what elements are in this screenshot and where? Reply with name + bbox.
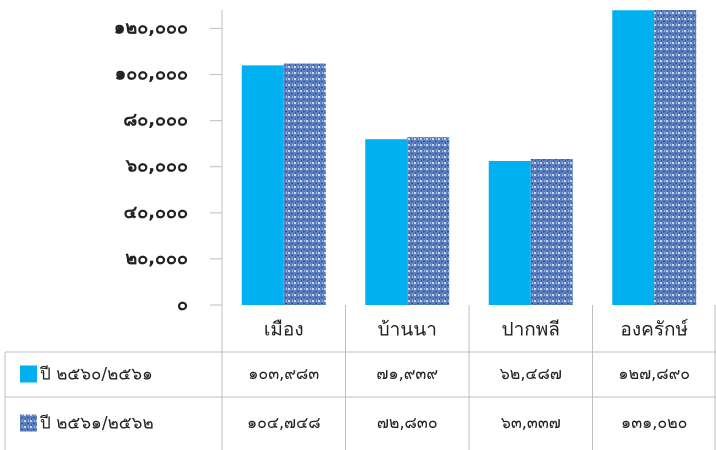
y-tick-label: ๐ [177, 294, 188, 315]
y-tick-label: ๔๐,๐๐๐ [124, 202, 188, 223]
x-tick-label: บ้านนา [378, 319, 437, 341]
plot [241, 10, 697, 306]
y-tick-label: ๒๐,๐๐๐ [125, 248, 188, 269]
data-label: ๑๓๑,๐๒๐ [621, 413, 687, 432]
bar [283, 63, 326, 305]
data-label: ๗๒,๘๓๐ [377, 413, 438, 432]
data-label: ๖๒,๔๘๗ [500, 364, 562, 383]
legend-key [20, 365, 37, 383]
bar [488, 160, 531, 305]
bar [612, 10, 655, 306]
data-label: ๖๓,๓๓๗ [501, 413, 561, 432]
y-tick-label: ๑๒๐,๐๐๐ [114, 17, 188, 38]
legend-label: ปี ๒๕๖๐/๒๕๖๑ [39, 365, 153, 385]
bar [654, 10, 697, 305]
bar [407, 137, 450, 305]
y-tick-label: ๑๐๐,๐๐๐ [115, 64, 188, 85]
y-tick-label: ๘๐,๐๐๐ [123, 110, 188, 131]
bar [241, 65, 284, 305]
legend-key [20, 414, 37, 432]
data-label: ๑๐๓,๙๘๓ [248, 364, 319, 383]
x-tick-label: เมือง [264, 319, 304, 341]
legend-label: ปี ๒๕๖๑/๒๕๖๒ [39, 414, 154, 434]
y-tick-label: ๖๐,๐๐๐ [125, 156, 188, 177]
data-label: ๑๐๔,๗๔๘ [247, 413, 321, 432]
x-tick-label: องครักษ์ [620, 319, 688, 341]
bar [365, 139, 408, 305]
x-tick-label: ปากพลี [502, 319, 560, 341]
bar [530, 159, 573, 305]
data-label: ๗๑,๙๓๙ [376, 364, 438, 383]
data-label: ๑๒๗,๘๙๐ [618, 364, 690, 383]
